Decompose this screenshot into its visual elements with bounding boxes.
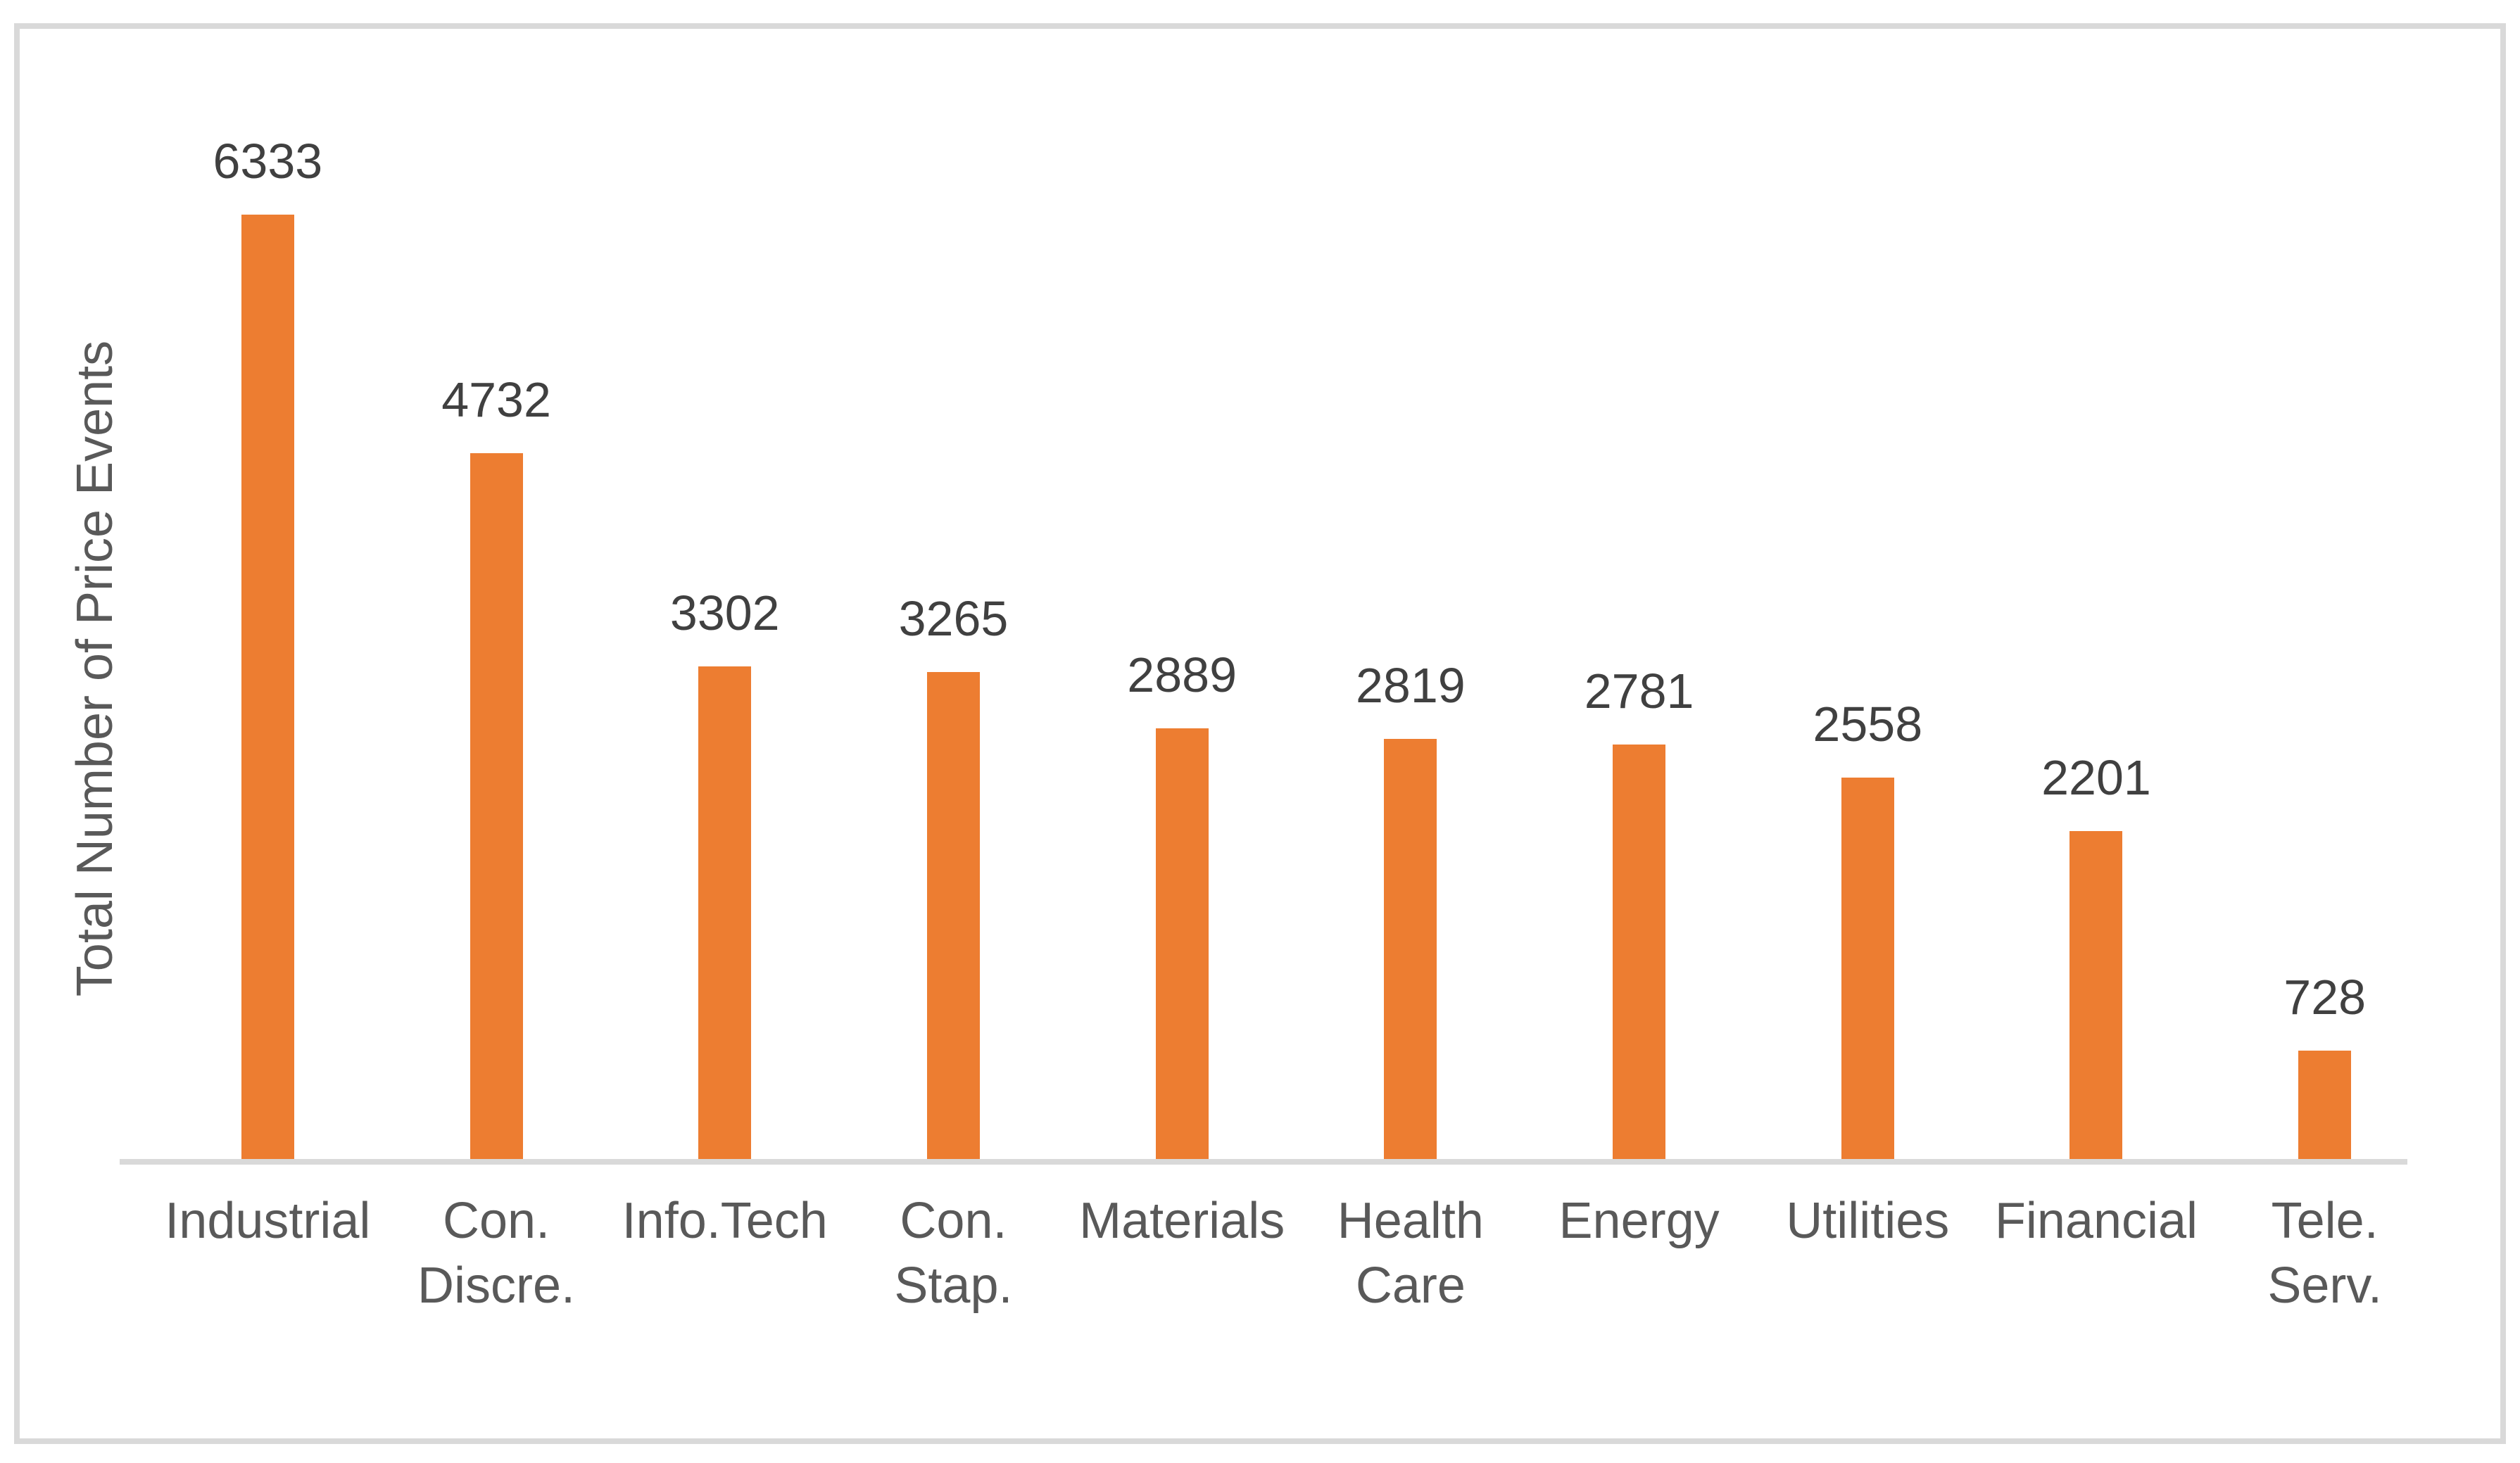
bar-column: 2201 xyxy=(1982,747,2211,1159)
bar-column: 2558 xyxy=(1753,693,1982,1159)
bar-column: 4732 xyxy=(382,369,611,1159)
bar xyxy=(1155,728,1209,1159)
bar-column: 6333 xyxy=(153,130,382,1159)
bar-value-label: 2781 xyxy=(1584,664,1694,718)
bar-column: 728 xyxy=(2210,966,2439,1159)
plot-area: 6333 4732 3302 3265 2889 2819 2781 2558 … xyxy=(153,103,2439,1159)
category-label: Industrial xyxy=(165,1193,371,1249)
bar xyxy=(1613,745,1666,1159)
bar xyxy=(470,453,523,1159)
bar-column: 2819 xyxy=(1297,654,1525,1159)
category-label: Energy xyxy=(1558,1193,1720,1249)
category-label: Materials xyxy=(1079,1193,1285,1249)
bar xyxy=(698,666,752,1159)
bar xyxy=(2069,831,2123,1159)
bar-value-label: 728 xyxy=(2283,970,2367,1025)
bar-value-label: 4732 xyxy=(441,372,551,427)
bar-value-label: 3302 xyxy=(669,585,780,640)
bar-column: 3265 xyxy=(839,588,1068,1159)
bar xyxy=(1841,778,1894,1159)
category-label: Tele. Serv. xyxy=(2267,1193,2383,1314)
chart-border xyxy=(14,23,2506,1444)
bar-value-label: 2889 xyxy=(1127,647,1237,702)
bar-value-label: 6333 xyxy=(213,134,323,189)
bar xyxy=(2298,1051,2352,1159)
x-axis-labels: Industrial Con. Discre. Info.Tech Con. S… xyxy=(153,1189,2439,1318)
bar-value-label: 2201 xyxy=(2041,750,2151,805)
category-label: Con. Discre. xyxy=(417,1193,576,1314)
category-label: Utilities xyxy=(1786,1193,1950,1249)
category-label: Health Care xyxy=(1337,1193,1484,1314)
x-axis-line xyxy=(120,1159,2407,1165)
bar xyxy=(1384,739,1437,1159)
bar-value-label: 2558 xyxy=(1813,697,1923,752)
bar-column: 3302 xyxy=(610,582,839,1159)
bar-value-label: 2819 xyxy=(1356,658,1466,713)
bar-column: 2781 xyxy=(1525,660,1753,1159)
category-label: Con. Stap. xyxy=(894,1193,1013,1314)
category-label: Info.Tech xyxy=(622,1193,828,1249)
bar xyxy=(926,672,980,1159)
bar xyxy=(241,215,294,1159)
bar-value-label: 3265 xyxy=(898,591,1009,646)
y-axis-title: Total Number of Price Events xyxy=(67,340,123,997)
category-label: Financial xyxy=(1994,1193,2198,1249)
bar-column: 2889 xyxy=(1068,644,1297,1159)
